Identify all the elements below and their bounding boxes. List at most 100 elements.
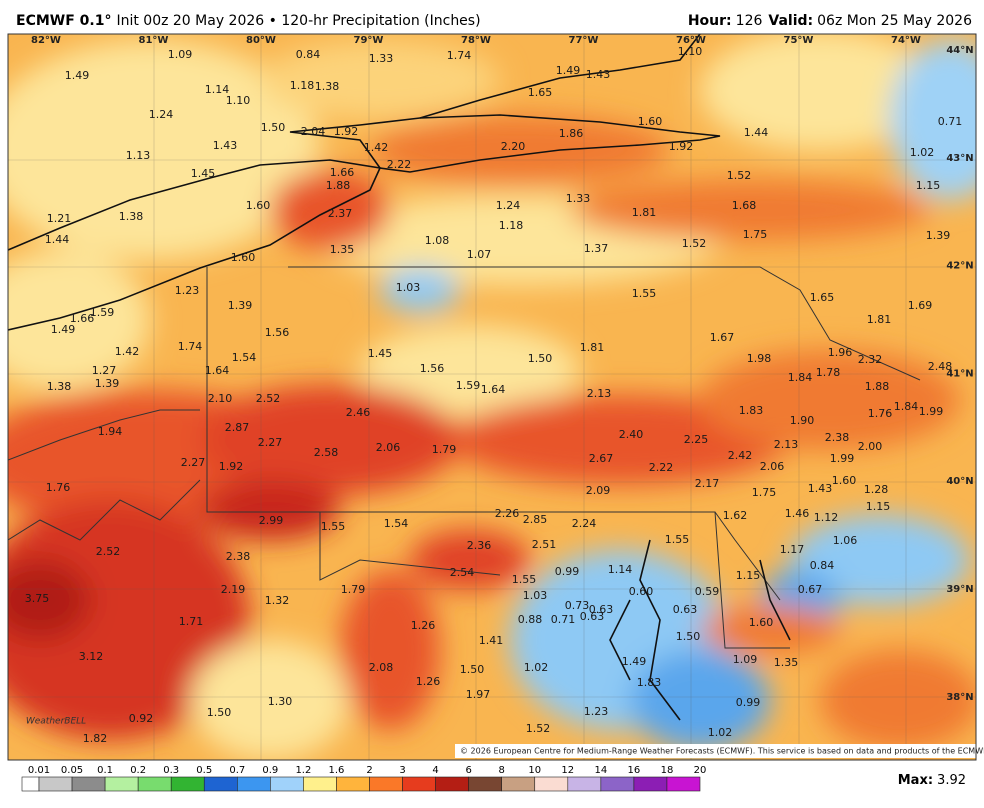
value-label: 1.39 — [926, 229, 951, 242]
value-label: 1.03 — [523, 589, 548, 602]
value-label: 1.09 — [168, 48, 193, 61]
value-label: 0.67 — [798, 583, 823, 596]
value-label: 0.63 — [580, 610, 605, 623]
value-label: 1.27 — [92, 364, 117, 377]
value-label: 2.40 — [619, 428, 644, 441]
value-label: 1.49 — [51, 323, 76, 336]
value-label: 1.02 — [524, 661, 549, 674]
value-label: 2.52 — [96, 545, 121, 558]
value-label: 1.08 — [425, 234, 450, 247]
value-label: 2.87 — [225, 421, 250, 434]
colorbar-label: 0.2 — [130, 765, 146, 776]
value-label: 1.21 — [47, 212, 72, 225]
value-label: 1.56 — [420, 362, 445, 375]
value-label: 2.38 — [825, 431, 850, 444]
value-label: 2.13 — [587, 387, 612, 400]
value-label: 0.71 — [938, 115, 963, 128]
value-label: 1.60 — [231, 251, 256, 264]
value-label: 1.84 — [894, 400, 919, 413]
longitude-label: 80°W — [246, 35, 276, 46]
value-label: 1.26 — [416, 675, 441, 688]
colorbar-label: 0.5 — [196, 765, 212, 776]
value-label: 2.04 — [301, 125, 326, 138]
value-label: 1.18 — [499, 219, 524, 232]
value-label: 3.12 — [79, 650, 104, 663]
map: 1.09 0.84 1.33 1.741.49 1.431.101.491.141.10… — [8, 34, 976, 760]
value-label: 1.38 — [315, 80, 340, 93]
colorbar-label: 0.3 — [163, 765, 179, 776]
value-label: 1.76 — [46, 481, 71, 494]
value-label: 1.74 — [178, 340, 203, 353]
value-label: 2.38 — [226, 550, 251, 563]
value-label: 0.99 — [555, 565, 580, 578]
longitude-label: 77°W — [569, 35, 599, 46]
color-swatch — [666, 776, 701, 792]
color-swatch — [237, 776, 271, 792]
value-label: 1.33 — [369, 52, 394, 65]
value-label: 0.99 — [736, 696, 761, 709]
value-label: 1.76 — [868, 407, 893, 420]
value-label: 1.15 — [916, 179, 941, 192]
value-label: 1.49 — [65, 69, 90, 82]
value-label: 2.52 — [256, 392, 281, 405]
value-label: 1.65 — [810, 291, 835, 304]
value-label: 1.68 — [732, 199, 757, 212]
value-label: 1.23 — [175, 284, 200, 297]
value-label: 1.88 — [865, 380, 890, 393]
value-label: 1.50 — [676, 630, 701, 643]
value-label: 1.50 — [528, 352, 553, 365]
value-label: 1.62 — [723, 509, 748, 522]
value-label: 1.55 — [321, 520, 346, 533]
longitude-label: 75°W — [784, 35, 814, 46]
color-swatch — [501, 776, 536, 792]
value-label: 2.25 — [684, 433, 709, 446]
latitude-label: 44°N — [946, 45, 973, 56]
value-label: 1.50 — [261, 121, 286, 134]
value-label: 2.13 — [774, 438, 799, 451]
value-label: 1.98 — [747, 352, 772, 365]
value-label: 1.06 — [833, 534, 858, 547]
latitude-label: 42°N — [946, 261, 973, 272]
value-label: 1.52 — [727, 169, 752, 182]
value-label: 1.12 — [814, 511, 839, 524]
brand: WeatherBELL — [26, 717, 86, 727]
value-label: 1.96 — [828, 346, 853, 359]
value-label: 1.75 — [743, 228, 768, 241]
colorbar-label: 0.9 — [262, 765, 278, 776]
value-label: 1.18 — [290, 79, 315, 92]
value-label: 1.52 — [682, 237, 707, 250]
value-label: 1.54 — [384, 517, 409, 530]
header-left: ECMWF 0.1° Init 00z 20 May 2026 • 120-hr … — [16, 13, 481, 29]
value-label: 2.20 — [501, 140, 526, 153]
value-label: 1.65 — [528, 86, 553, 99]
value-label: 1.64 — [481, 383, 506, 396]
latitude-label: 40°N — [946, 476, 973, 487]
value-label: 1.60 — [246, 199, 271, 212]
latitude-label: 38°N — [946, 692, 973, 703]
value-label: 2.99 — [259, 514, 284, 527]
value-label: 1.23 — [584, 705, 609, 718]
colorbar-label: 6 — [465, 765, 471, 776]
value-label: 1.79 — [432, 443, 457, 456]
value-label: 1.24 — [496, 199, 521, 212]
value-label: 1.30 — [268, 695, 293, 708]
value-label: 1.42 — [364, 141, 389, 154]
value-label: 1.46 — [785, 507, 810, 520]
color-swatch — [534, 776, 569, 792]
value-label: 1.14 — [205, 83, 230, 96]
value-label: 1.13 — [126, 149, 151, 162]
value-label: 1.41 — [479, 634, 504, 647]
color-swatch — [633, 776, 668, 792]
value-label: 1.14 — [608, 563, 633, 576]
value-label: 2.67 — [589, 452, 614, 465]
value-label: 1.66 — [330, 166, 355, 179]
value-label: 1.55 — [632, 287, 657, 300]
value-label: 1.43 — [213, 139, 238, 152]
value-label: 1.86 — [559, 127, 584, 140]
colorbar-label: 1.6 — [328, 765, 344, 776]
colorbar-label: 8 — [499, 765, 505, 776]
value-label: 1.26 — [411, 619, 436, 632]
value-label: 1.59 — [90, 306, 115, 319]
value-label: 2.26 — [495, 507, 520, 520]
